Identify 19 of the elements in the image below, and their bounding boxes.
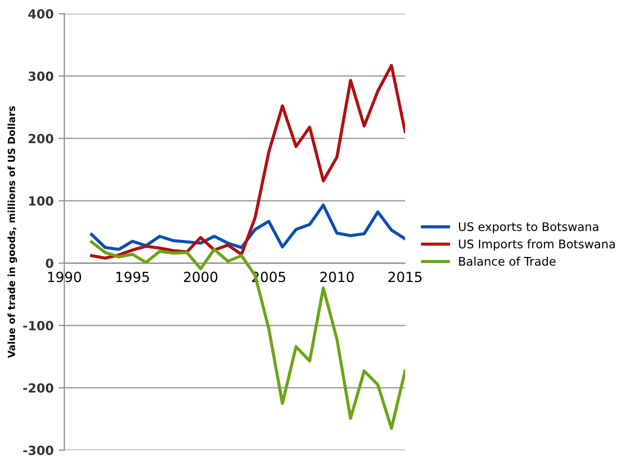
x-tick-label: 1995 [116, 272, 149, 282]
y-axis-title: Value of trade in goods, millions of US Dollars [8, 106, 18, 358]
line-series [90, 64, 406, 260]
y-tick-label: 100 [29, 196, 54, 206]
legend-label: Balance of Trade [459, 256, 556, 266]
y-tick-label: 400 [28, 9, 54, 19]
legend-label: US Imports from Botswana [458, 239, 615, 251]
y-tick-label: 300 [28, 72, 54, 81]
x-tick-label: 1990 [48, 272, 82, 282]
x-tick-label: 2015 [388, 272, 422, 282]
y-tick-label: 0 [46, 258, 54, 268]
x-tick-label: 2010 [320, 272, 354, 282]
y-tick-label: 200 [28, 134, 54, 144]
legend-label: US exports to Botswana [458, 222, 598, 234]
x-tick-label: 2000 [184, 272, 218, 282]
y-tick-label: -300 [23, 446, 54, 456]
y-tick-label: -100 [23, 320, 54, 330]
line-series [90, 204, 406, 251]
y-tick-label: -200 [23, 383, 54, 393]
